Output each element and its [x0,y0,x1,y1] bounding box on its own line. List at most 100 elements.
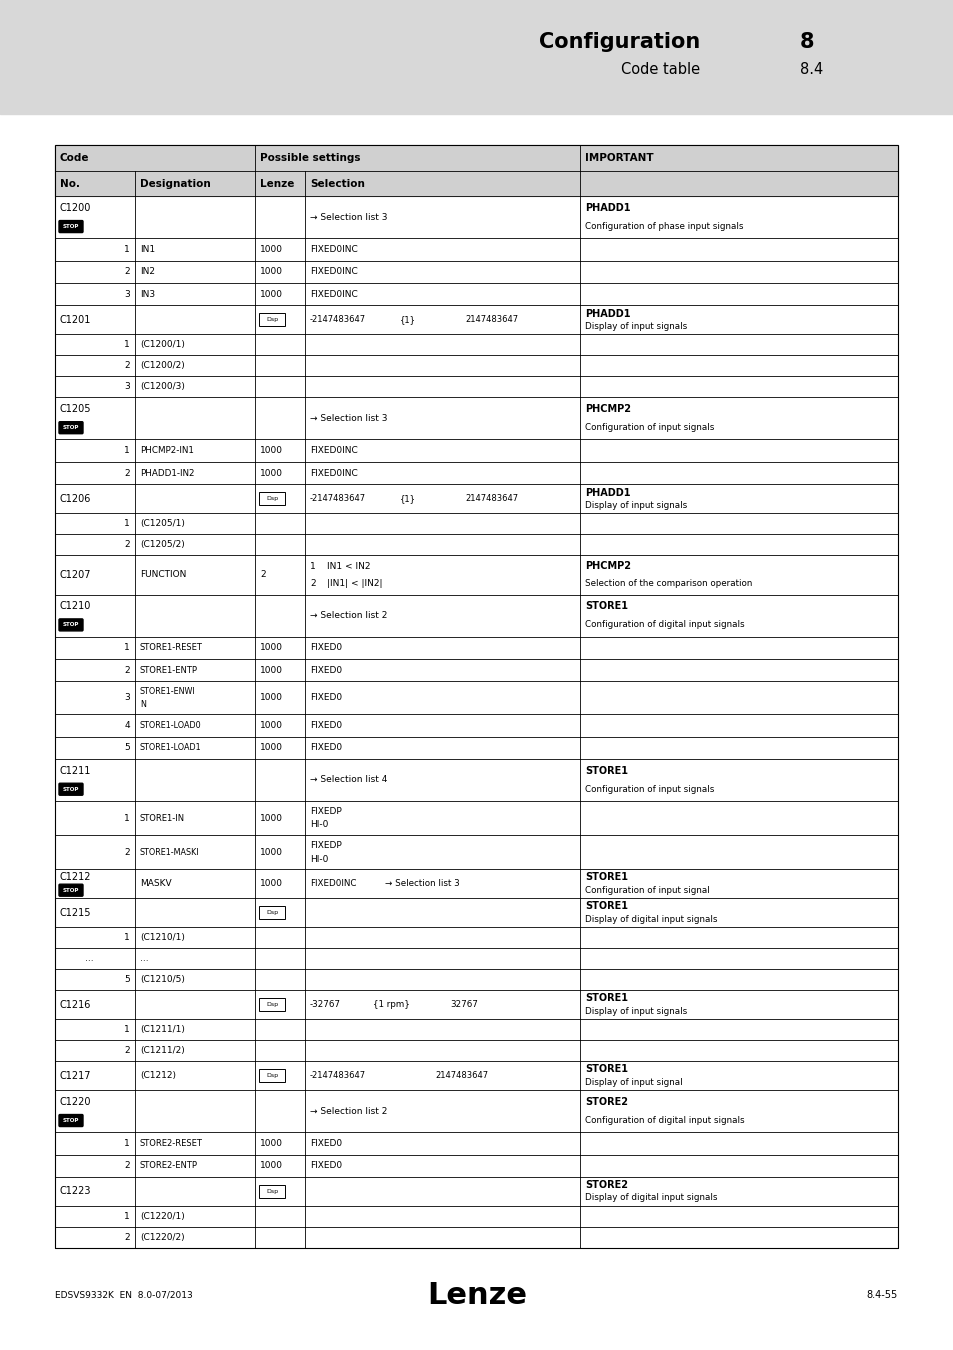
Text: C1212: C1212 [60,872,91,883]
Text: (C1200/2): (C1200/2) [140,362,185,370]
Text: 1: 1 [124,1025,130,1034]
FancyBboxPatch shape [258,998,285,1011]
Text: 1000: 1000 [260,1139,283,1147]
Text: Selection: Selection [310,178,364,189]
Text: 1000: 1000 [260,848,283,857]
Text: Configuration: Configuration [538,32,700,53]
Text: (C1210/1): (C1210/1) [140,933,185,942]
Text: FIXED0: FIXED0 [310,694,342,702]
Text: 8: 8 [800,32,814,53]
Text: 1: 1 [124,814,130,822]
Text: (C1210/5): (C1210/5) [140,975,185,984]
Text: 1000: 1000 [260,694,283,702]
Text: |IN1| < |IN2|: |IN1| < |IN2| [327,579,382,589]
Text: IMPORTANT: IMPORTANT [584,153,653,163]
Bar [55,144,897,1247]
Text: 1: 1 [124,1139,130,1147]
Text: EDSVS9332K  EN  8.0-07/2013: EDSVS9332K EN 8.0-07/2013 [55,1291,193,1300]
Text: PHADD1-IN2: PHADD1-IN2 [140,468,194,478]
Text: C1215: C1215 [60,907,91,918]
Text: FIXED0INC: FIXED0INC [310,468,357,478]
Text: -32767: -32767 [310,1000,340,1010]
Text: Configuration of phase input signals: Configuration of phase input signals [584,221,742,231]
FancyBboxPatch shape [258,906,285,919]
Text: STOP: STOP [63,224,79,230]
Text: 2147483647: 2147483647 [464,316,517,324]
Text: PHCMP2-IN1: PHCMP2-IN1 [140,446,193,455]
Text: IN3: IN3 [140,290,155,298]
Text: 1000: 1000 [260,666,283,675]
Text: 1: 1 [124,244,130,254]
Text: 1000: 1000 [260,814,283,822]
Text: 2: 2 [310,579,315,589]
FancyBboxPatch shape [59,783,83,795]
Text: Lenze: Lenze [427,1281,526,1310]
Text: STORE1: STORE1 [584,902,627,911]
Text: {1 rpm}: {1 rpm} [373,1000,410,1010]
Text: Configuration of digital input signals: Configuration of digital input signals [584,621,744,629]
Text: Dsp: Dsp [266,497,277,501]
Text: {1}: {1} [399,494,416,504]
Text: 1: 1 [124,1212,130,1220]
Text: FIXEDP: FIXEDP [310,841,341,850]
Text: PHADD1: PHADD1 [584,487,630,498]
Text: 1000: 1000 [260,879,283,888]
Text: Dsp: Dsp [266,1189,277,1193]
Bar [55,144,897,171]
Text: (C1200/1): (C1200/1) [140,340,185,350]
Text: PHCMP2: PHCMP2 [584,404,630,414]
Text: FIXED0: FIXED0 [310,1161,342,1170]
Text: 1: 1 [124,520,130,528]
Text: 4: 4 [124,721,130,730]
Text: 2: 2 [124,1046,130,1056]
Text: 1000: 1000 [260,244,283,254]
FancyBboxPatch shape [59,884,83,896]
Text: STOP: STOP [63,1118,79,1123]
Text: No.: No. [60,178,80,189]
Text: -2147483647: -2147483647 [310,494,366,504]
Text: -2147483647: -2147483647 [310,316,366,324]
Text: 5: 5 [124,744,130,752]
Text: STORE1: STORE1 [584,994,627,1003]
Text: 2: 2 [124,1161,130,1170]
Text: (C1211/1): (C1211/1) [140,1025,185,1034]
Text: FIXED0: FIXED0 [310,666,342,675]
Text: → Selection list 2: → Selection list 2 [310,1107,387,1116]
Text: Display of input signals: Display of input signals [584,501,686,509]
Text: Selection of the comparison operation: Selection of the comparison operation [584,579,752,589]
Text: {1}: {1} [399,316,416,324]
Text: (C1205/2): (C1205/2) [140,540,185,549]
Text: FIXED0INC: FIXED0INC [310,267,357,277]
Text: IN1: IN1 [140,244,155,254]
Text: C1200: C1200 [60,202,91,213]
FancyBboxPatch shape [59,1115,83,1126]
Text: HI-0: HI-0 [310,855,328,864]
Text: N: N [140,699,146,709]
Text: Display of input signals: Display of input signals [584,1007,686,1015]
Text: Display of digital input signals: Display of digital input signals [584,914,717,923]
Text: 2: 2 [124,666,130,675]
Text: 2: 2 [124,848,130,857]
Text: STOP: STOP [63,888,79,892]
Text: FUNCTION: FUNCTION [140,571,186,579]
Text: Configuration of input signals: Configuration of input signals [584,784,714,794]
Text: 1000: 1000 [260,290,283,298]
Text: Display of input signal: Display of input signal [584,1077,682,1087]
Text: Lenze: Lenze [260,178,294,189]
Text: 32767: 32767 [450,1000,477,1010]
FancyBboxPatch shape [59,618,83,630]
Text: → Selection list 4: → Selection list 4 [310,775,387,784]
Text: 1: 1 [124,340,130,350]
Text: Designation: Designation [140,178,211,189]
Text: IN2: IN2 [140,267,154,277]
Text: C1211: C1211 [60,765,91,776]
Text: 1000: 1000 [260,721,283,730]
Text: C1217: C1217 [60,1071,91,1081]
Text: STORE1-LOAD0: STORE1-LOAD0 [140,721,201,730]
Text: ...: ... [140,954,149,964]
Text: 1: 1 [124,446,130,455]
Text: 8.4: 8.4 [800,62,822,77]
Text: → Selection list 3: → Selection list 3 [310,213,387,221]
FancyBboxPatch shape [59,220,83,232]
Text: 1: 1 [124,644,130,652]
